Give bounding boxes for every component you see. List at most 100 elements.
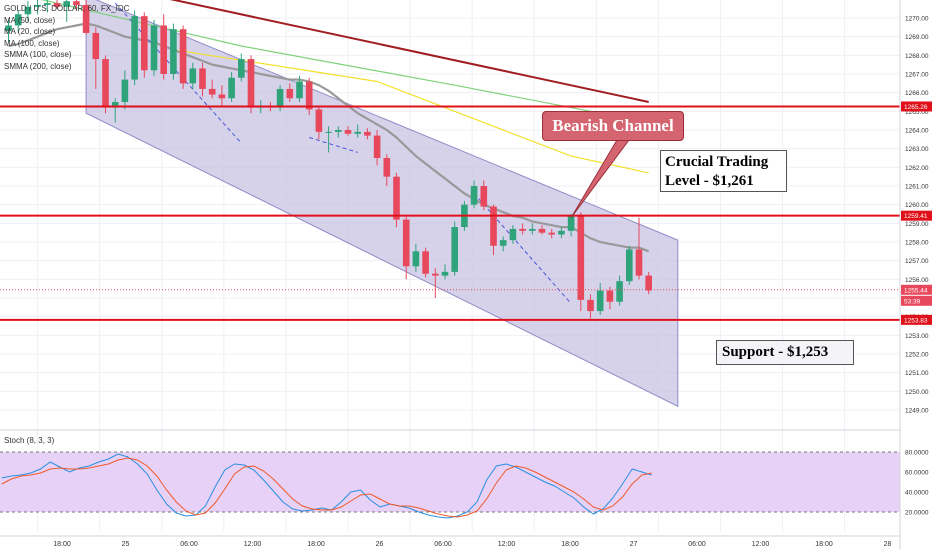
price-tick-label: 1261.00 xyxy=(905,184,929,191)
candle-body xyxy=(199,68,206,89)
stoch-d-line xyxy=(1,457,652,518)
candle-body xyxy=(53,3,61,7)
time-tick-label: 25 xyxy=(122,541,130,548)
candle-body xyxy=(432,273,439,276)
candle-body xyxy=(577,215,585,300)
legend-ma-20: MA (20, close) xyxy=(4,27,56,37)
candle-body xyxy=(160,25,167,74)
price-tick-label: 1269.00 xyxy=(905,34,929,41)
candle-body xyxy=(616,281,623,302)
candle-body xyxy=(412,251,420,267)
candle-body xyxy=(596,290,604,312)
time-tick-label: 18:00 xyxy=(561,541,579,548)
dashed-trendline xyxy=(309,136,358,153)
time-tick-label: 18:00 xyxy=(307,541,325,548)
candle-body xyxy=(470,186,478,205)
candle-body xyxy=(121,79,129,102)
candle-body xyxy=(422,251,429,274)
price-tag xyxy=(901,295,932,306)
candle-body xyxy=(354,131,361,134)
time-tick-label: 27 xyxy=(630,541,638,548)
candle-body xyxy=(73,1,80,5)
price-axis-background xyxy=(900,0,932,550)
stoch-band-fill xyxy=(0,452,900,512)
candle-body xyxy=(63,1,70,7)
price-tick-label: 1267.00 xyxy=(905,72,929,79)
price-tick-label: 1270.00 xyxy=(905,16,929,23)
price-tick-label: 1249.00 xyxy=(905,408,929,415)
candle-body xyxy=(208,88,216,95)
candle-body xyxy=(218,94,226,99)
candle-body xyxy=(548,232,555,235)
candle-body xyxy=(92,32,100,60)
candle-body xyxy=(635,249,643,276)
bearish-channel-callout: Bearish Channel xyxy=(542,111,684,141)
candle-body xyxy=(82,4,90,33)
price-tick-label: 1256.00 xyxy=(905,277,929,284)
candle-body xyxy=(645,275,652,291)
ma-50-line xyxy=(8,22,650,253)
stoch-k-line xyxy=(1,453,652,519)
candle-body xyxy=(567,215,575,231)
descending-trendline xyxy=(169,0,649,103)
candle-body xyxy=(296,81,303,99)
candle-body xyxy=(490,206,497,246)
candle-body xyxy=(141,16,148,71)
legend-title: GOLD / U.S. DOLLAR, 60, FX_IDC xyxy=(4,4,130,13)
legend-smma-200: SMMA (200, close) xyxy=(4,61,72,71)
candle-body xyxy=(499,240,507,246)
candle-body xyxy=(111,102,119,108)
candle-body xyxy=(189,68,197,84)
candle-body xyxy=(102,59,109,108)
candle-body xyxy=(44,3,51,5)
price-tick-label: 1266.00 xyxy=(905,90,929,97)
candle-body xyxy=(626,249,633,282)
price-tick-label: 1268.00 xyxy=(905,53,929,60)
candle-body xyxy=(529,228,536,231)
candle-body xyxy=(383,158,391,177)
candle-body xyxy=(170,29,177,74)
price-tick-label: 1250.00 xyxy=(905,389,929,396)
candle-body xyxy=(315,109,323,132)
price-tick-label: 1262.00 xyxy=(905,165,929,172)
price-tick-label: 1259.00 xyxy=(905,221,929,228)
stoch-tick-label: 60.0000 xyxy=(905,470,929,477)
candle-body xyxy=(24,6,32,15)
candle-body xyxy=(5,25,12,32)
candle-body xyxy=(325,131,332,133)
candle-body xyxy=(228,77,235,99)
price-tag-label: 1253.83 xyxy=(904,317,928,324)
price-tag-label: 1255.44 xyxy=(904,287,928,294)
chart-legend: GOLD / U.S. DOLLAR, 60, FX_IDC MA (50, c… xyxy=(4,3,129,73)
candle-body xyxy=(179,29,187,84)
crucial-level-line2: Level - $1,261 xyxy=(665,173,754,189)
candle-body xyxy=(480,186,488,207)
candle-body xyxy=(364,131,371,136)
legend-smma-100: SMMA (100, close) xyxy=(4,50,72,60)
candle-body xyxy=(373,135,381,158)
stoch-tick-label: 20.0000 xyxy=(905,510,929,517)
candle-body xyxy=(558,230,565,235)
time-tick-label: 28 xyxy=(884,541,892,548)
price-tick-label: 1258.00 xyxy=(905,240,929,247)
candle-body xyxy=(276,88,284,108)
candle-body xyxy=(587,299,594,312)
candle-body xyxy=(606,290,614,302)
candle-body xyxy=(335,130,342,132)
candle-body xyxy=(451,227,458,272)
time-tick-label: 06:00 xyxy=(688,541,706,548)
price-tag xyxy=(901,101,932,112)
price-tag xyxy=(901,210,932,221)
candle-body xyxy=(393,176,400,220)
time-tick-label: 26 xyxy=(376,541,384,548)
candle-body xyxy=(344,130,352,134)
candle-body xyxy=(286,88,294,99)
candle-body xyxy=(441,271,449,276)
time-tick-label: 18:00 xyxy=(53,541,71,548)
time-tick-label: 12:00 xyxy=(752,541,770,548)
legend-ma-100: MA (100, close) xyxy=(4,38,60,48)
candle-body xyxy=(238,59,245,78)
time-tick-label: 06:00 xyxy=(180,541,198,548)
smma-200-line xyxy=(40,0,649,124)
